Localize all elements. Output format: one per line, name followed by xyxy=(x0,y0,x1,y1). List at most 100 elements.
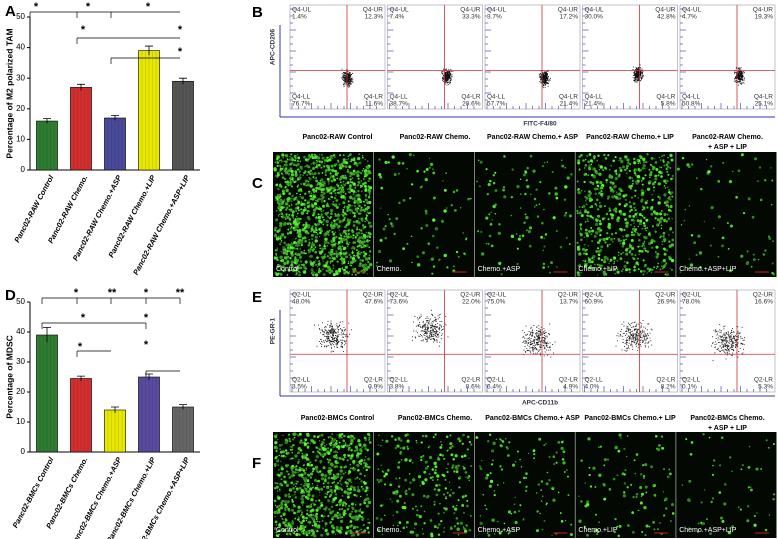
event-dot xyxy=(727,345,729,347)
event-dot xyxy=(542,77,544,78)
event-dot xyxy=(415,325,417,327)
event-dot xyxy=(344,328,346,330)
cell xyxy=(370,221,372,224)
event-dot xyxy=(446,76,448,78)
event-dot xyxy=(540,79,542,81)
event-dot xyxy=(741,343,743,345)
cell xyxy=(276,183,279,186)
event-dot xyxy=(739,83,741,85)
event-dot xyxy=(641,76,643,78)
event-dot xyxy=(348,84,350,86)
cell xyxy=(319,262,321,264)
event-dot xyxy=(552,344,554,346)
event-dot xyxy=(445,316,447,317)
event-dot xyxy=(430,338,432,340)
cell xyxy=(584,158,587,161)
event-dot xyxy=(442,73,443,74)
cell xyxy=(594,192,597,195)
micrograph: Chemo.+LIP xyxy=(575,152,676,277)
event-dot xyxy=(741,71,743,73)
event-dot xyxy=(741,82,743,84)
event-dot xyxy=(330,332,332,334)
event-dot xyxy=(636,68,637,69)
cell xyxy=(282,265,285,268)
event-dot xyxy=(540,326,542,328)
event-dot xyxy=(641,72,643,74)
cell xyxy=(299,248,301,250)
event-dot xyxy=(531,335,533,337)
cell xyxy=(576,180,579,183)
event-dot xyxy=(737,77,739,79)
cell xyxy=(299,255,302,259)
event-dot xyxy=(530,328,532,330)
event-dot xyxy=(525,325,527,327)
event-dot xyxy=(540,78,542,80)
cell xyxy=(619,227,622,231)
event-dot xyxy=(732,331,734,333)
cell xyxy=(338,203,341,206)
event-dot xyxy=(635,335,637,337)
event-dot xyxy=(329,342,331,344)
event-dot xyxy=(348,77,350,79)
event-dot xyxy=(535,348,537,349)
event-dot xyxy=(445,74,447,76)
event-dot xyxy=(445,324,447,326)
event-dot xyxy=(629,335,631,337)
event-dot xyxy=(350,74,352,76)
y-tick-label: 30 xyxy=(16,357,25,366)
cell xyxy=(341,245,344,247)
cell xyxy=(653,186,655,189)
event-dot xyxy=(316,345,318,347)
cell xyxy=(298,209,300,212)
cell xyxy=(583,209,588,214)
event-dot xyxy=(639,80,641,82)
cell xyxy=(282,249,285,253)
quadrant-value: 3.7% xyxy=(487,14,502,21)
cell xyxy=(585,200,587,202)
cell xyxy=(578,254,580,256)
event-dot xyxy=(547,79,549,81)
event-dot xyxy=(447,74,449,76)
cell xyxy=(311,271,315,275)
event-dot xyxy=(635,328,637,330)
cell xyxy=(352,189,355,192)
event-dot xyxy=(741,79,743,81)
cell xyxy=(275,218,279,222)
event-dot xyxy=(640,333,642,334)
cell xyxy=(284,154,289,158)
event-dot xyxy=(350,77,352,79)
event-dot xyxy=(636,340,638,342)
cell xyxy=(304,169,306,172)
event-dot xyxy=(531,341,533,343)
cell xyxy=(332,203,335,206)
cell xyxy=(356,252,360,255)
event-dot xyxy=(342,79,344,80)
event-dot xyxy=(638,75,640,77)
cell xyxy=(369,250,372,253)
event-dot xyxy=(542,74,544,76)
event-dot xyxy=(425,333,427,334)
cell xyxy=(368,235,372,239)
event-dot xyxy=(329,331,330,333)
event-dot xyxy=(341,346,343,347)
event-dot xyxy=(743,78,745,80)
cell xyxy=(616,270,620,274)
quadrant-name: Q2-UR xyxy=(753,292,774,299)
event-dot xyxy=(717,331,719,333)
event-dot xyxy=(544,75,546,77)
cell xyxy=(316,233,319,236)
event-dot xyxy=(737,71,739,73)
event-dot xyxy=(331,328,333,330)
cell xyxy=(290,260,294,264)
cell xyxy=(671,195,674,198)
cell xyxy=(552,216,556,220)
cell xyxy=(299,266,303,270)
cell xyxy=(312,208,317,212)
cell xyxy=(336,177,339,180)
cell xyxy=(502,186,506,189)
cell xyxy=(362,178,365,181)
panel-letter: E xyxy=(252,289,262,306)
cell xyxy=(362,168,365,170)
event-dot xyxy=(345,78,347,80)
event-dot xyxy=(742,81,744,83)
